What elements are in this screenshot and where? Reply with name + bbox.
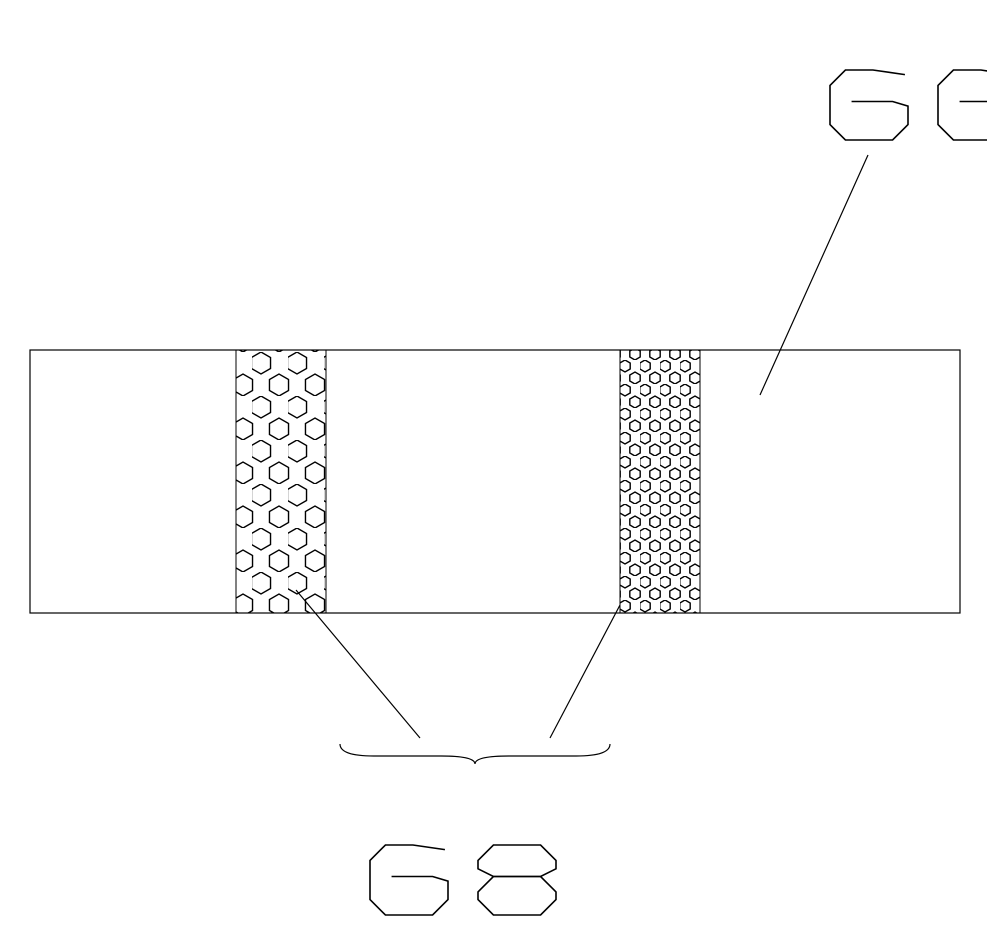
leader-66 [760,155,868,395]
leader-68 [296,590,420,738]
main-rect [30,350,960,613]
brace-68 [340,744,610,764]
diagram-canvas [0,0,987,943]
band-right [620,350,700,613]
leader-68 [550,605,620,738]
band-left [236,350,326,613]
